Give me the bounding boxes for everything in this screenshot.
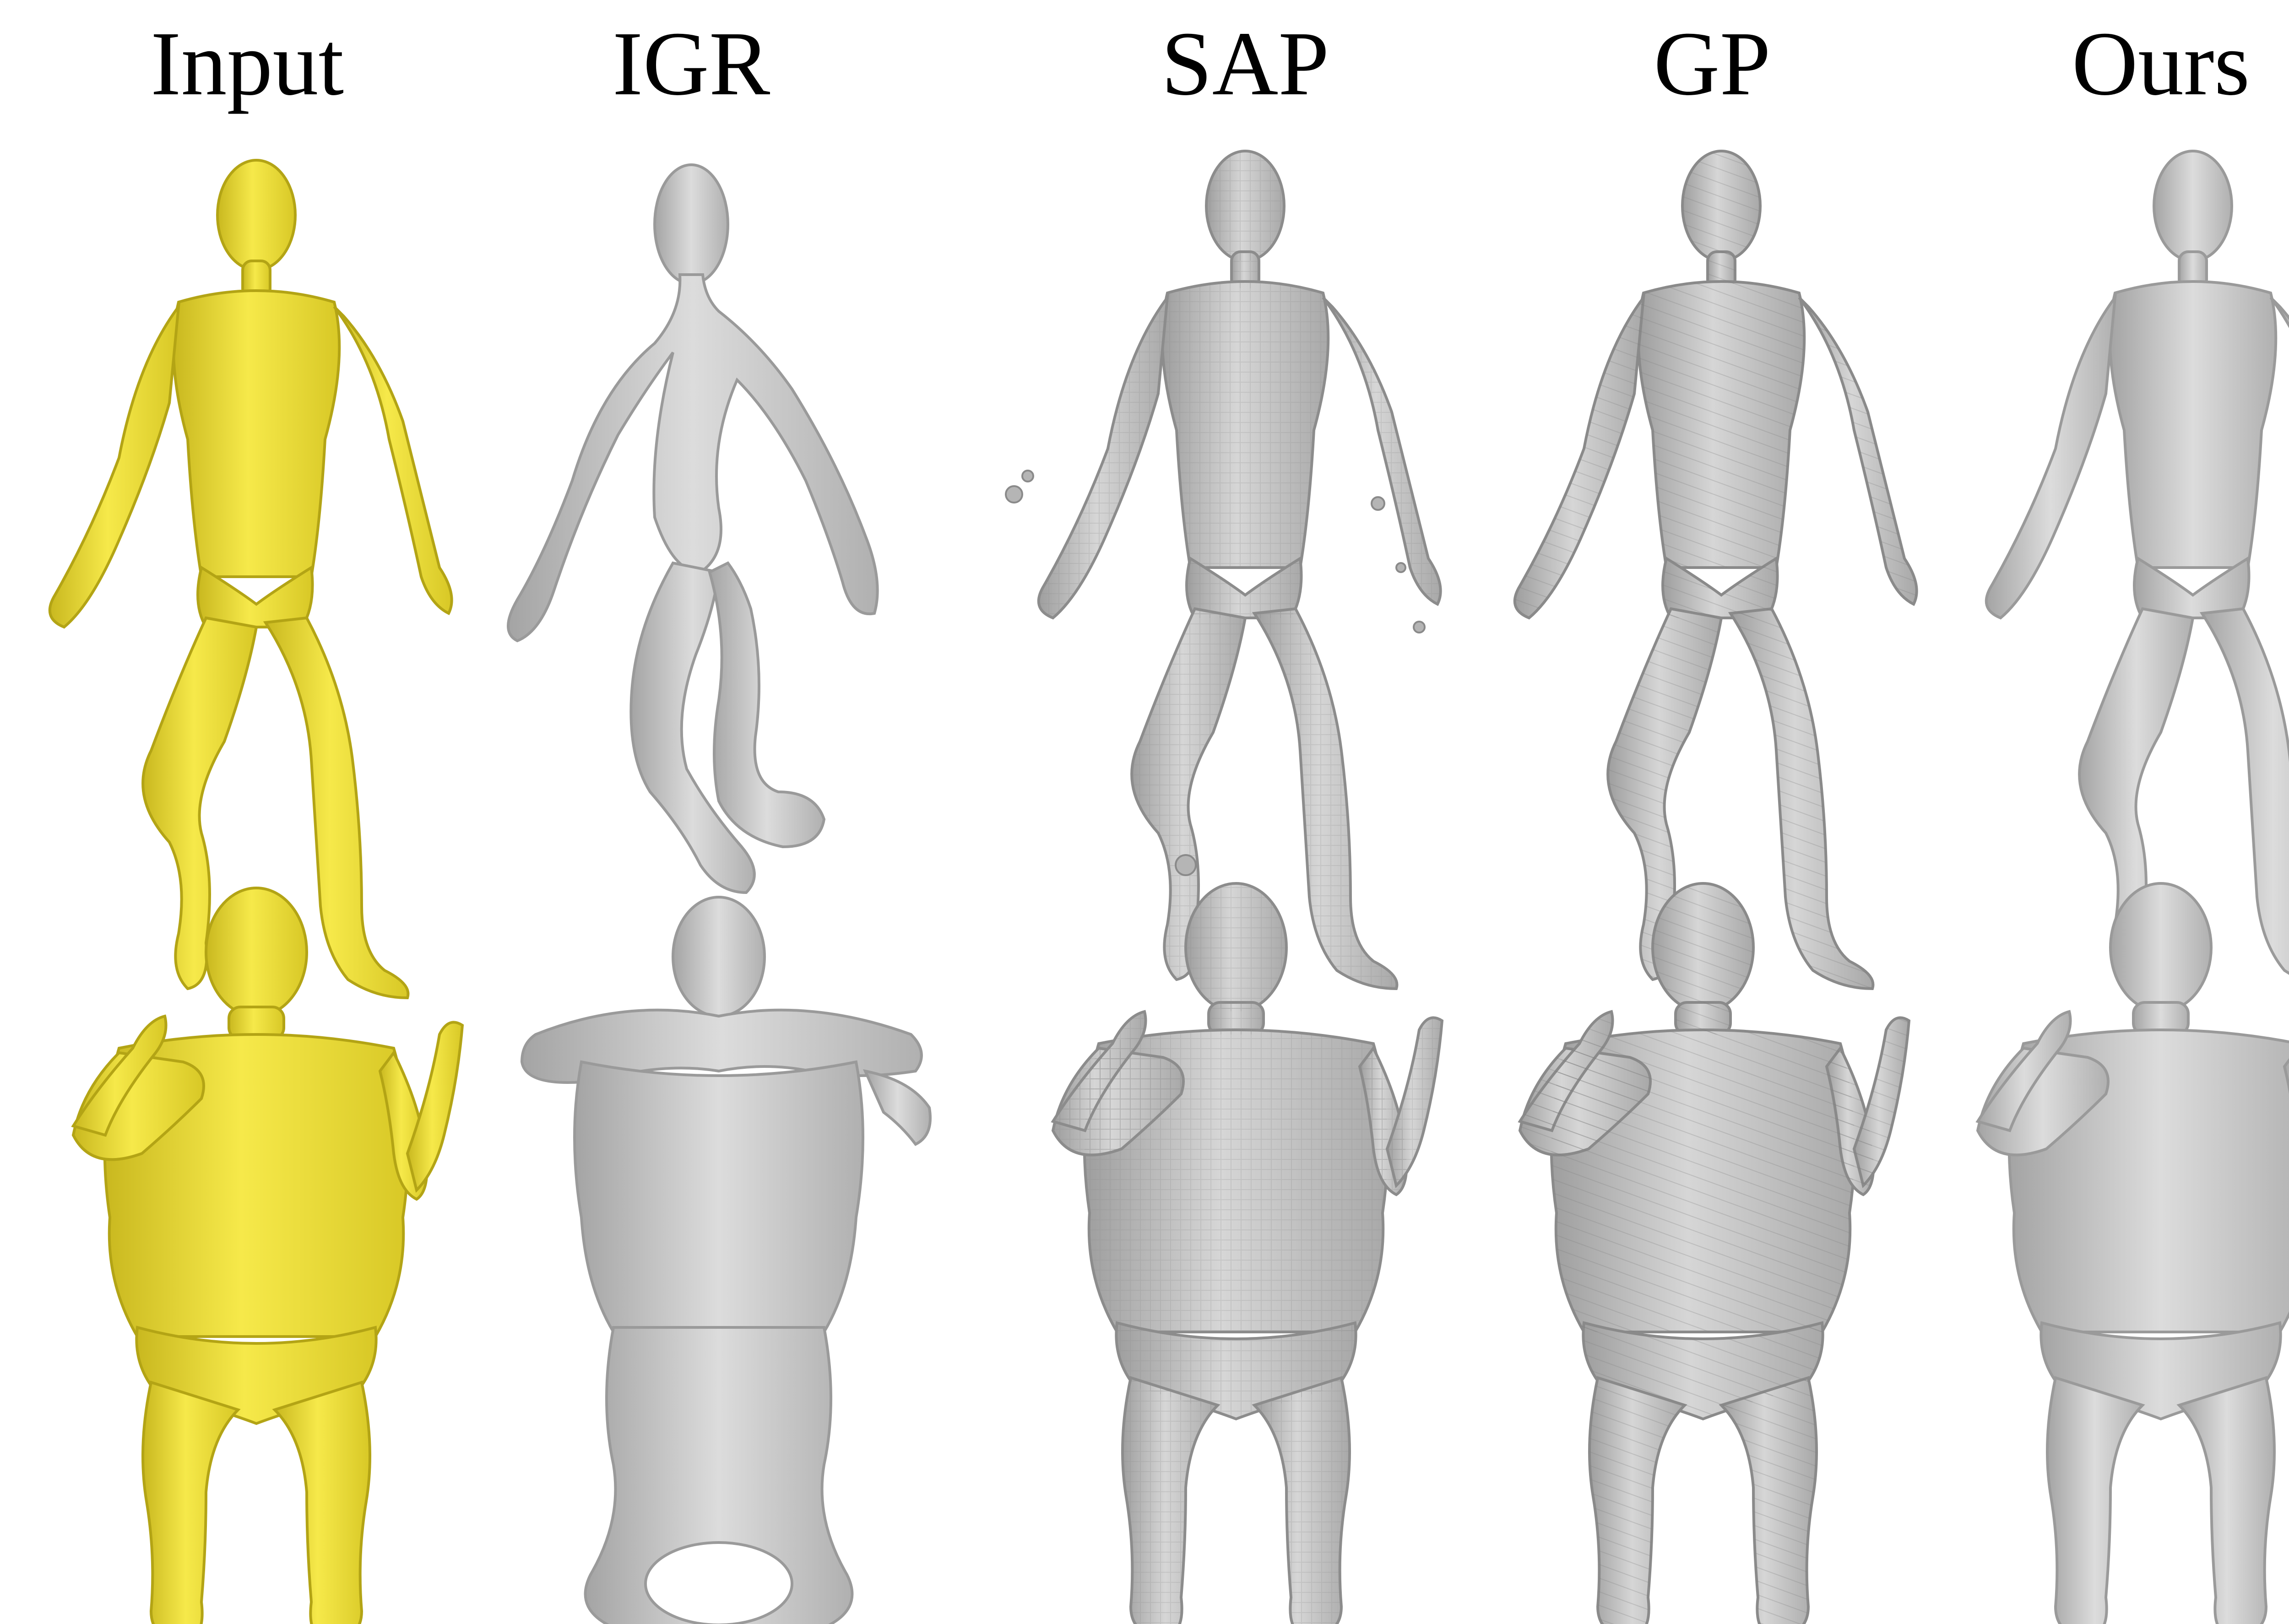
row1-ours-mesh xyxy=(1986,151,2289,989)
column-title-gp: GP xyxy=(1654,13,1771,114)
row2-sap-noise xyxy=(1053,883,1442,1624)
row1-sap-artifacts xyxy=(1005,470,1426,876)
column-title-sap: SAP xyxy=(1161,13,1329,114)
column-title-igr: IGR xyxy=(612,13,770,114)
row1-gp-stripes xyxy=(1514,151,1917,989)
row1-input-mesh xyxy=(50,160,452,998)
row1-sap-noise xyxy=(1038,151,1441,989)
column-title-input: Input xyxy=(150,13,344,114)
column-title-ours: Ours xyxy=(2072,13,2250,114)
row1-igr-mesh xyxy=(508,165,878,893)
row2-gp-stripes xyxy=(1520,883,1909,1624)
row2-igr-mesh xyxy=(522,897,930,1624)
row2-ours-mesh xyxy=(1978,883,2289,1624)
